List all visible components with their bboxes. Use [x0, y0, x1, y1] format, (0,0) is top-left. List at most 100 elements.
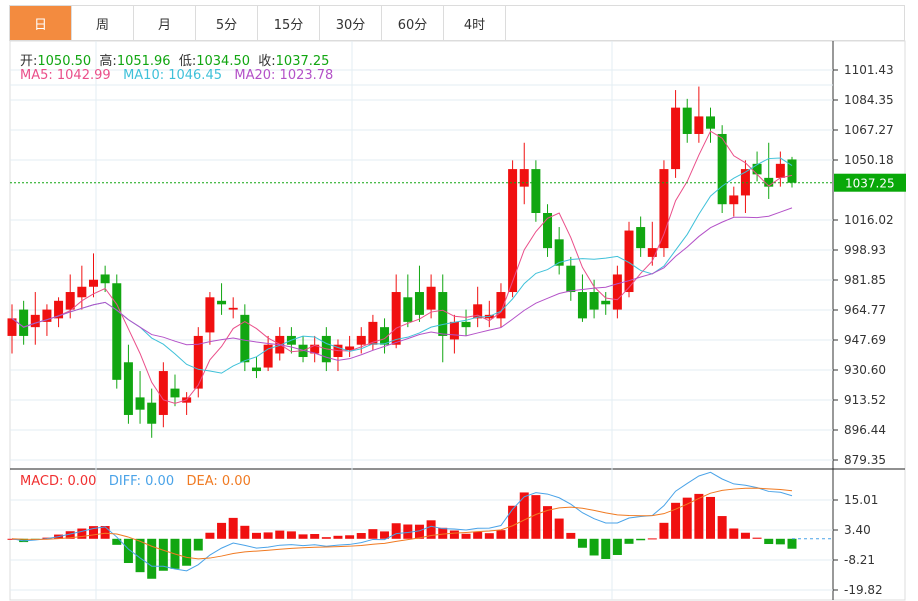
macd-bar: [671, 502, 681, 539]
macd-bar: [729, 528, 739, 539]
price-tick-label: 947.69: [844, 333, 886, 347]
candle-body: [275, 335, 285, 354]
candle-body: [77, 286, 87, 298]
tab-1[interactable]: 周: [72, 6, 134, 40]
candle-body: [100, 274, 110, 284]
diff-value: DIFF: 0.00: [108, 474, 175, 489]
candle-body: [496, 292, 506, 319]
macd-bar: [30, 538, 40, 541]
macd-bar: [508, 505, 518, 539]
price-tick-label: 964.77: [844, 303, 886, 317]
tab-2[interactable]: 月: [134, 6, 196, 40]
macd-tick-label: 3.40: [844, 523, 871, 537]
ma5-value: MA5: 1042.99: [20, 68, 111, 83]
candle-body: [228, 307, 238, 310]
macd-bar: [217, 522, 227, 539]
price-tick-label: 930.60: [844, 363, 886, 377]
macd-bar: [310, 534, 320, 539]
ohlc-info: 开:1050.50 高:1051.96 低:1034.50 收:1037.25: [20, 50, 329, 69]
macd-bar: [7, 538, 17, 540]
low-label: 低:: [178, 54, 197, 69]
candle-body: [414, 292, 424, 315]
macd-bar: [88, 526, 98, 539]
candle-body: [263, 344, 273, 368]
high-value: 1051.96: [116, 54, 171, 69]
tab-6[interactable]: 60分: [382, 6, 444, 40]
candle-body: [240, 314, 250, 363]
dea-value: DEA: 0.00: [186, 474, 251, 489]
candle-body: [438, 292, 448, 336]
candle-body: [671, 107, 681, 170]
candle-body: [519, 169, 529, 187]
candle-body: [54, 300, 64, 319]
macd-bar: [193, 538, 203, 551]
macd-bar: [566, 532, 576, 539]
macd-bar: [554, 518, 564, 539]
candle-body: [182, 397, 192, 403]
macd-bar: [740, 532, 750, 539]
candle-body: [123, 362, 133, 415]
candle-body: [310, 344, 320, 354]
macd-value: MACD: 0.00: [20, 474, 97, 489]
candle-body: [426, 286, 436, 310]
candle-body: [624, 230, 634, 293]
period-tabs: 日周月 5分 15分 30分 60分 4时: [9, 5, 905, 41]
macd-bar: [286, 531, 296, 539]
candle-body: [659, 169, 669, 249]
price-tick-label: 1050.18: [844, 153, 894, 167]
candle-body: [473, 304, 483, 319]
chart-frame: [9, 40, 906, 601]
candle-body: [449, 321, 459, 340]
macd-bar: [135, 538, 145, 573]
candle-body: [694, 116, 704, 134]
candle-body: [636, 227, 646, 249]
price-tick-label: 913.52: [844, 393, 886, 407]
candle-body: [717, 133, 727, 205]
open-label: 开:: [20, 54, 38, 69]
candle-body: [508, 169, 518, 293]
candle-body: [193, 335, 203, 389]
macd-bar: [438, 527, 448, 539]
price-tick-label: 1084.35: [844, 93, 894, 107]
current-price-badge: [834, 173, 906, 192]
macd-bar: [543, 506, 553, 539]
macd-bar: [519, 492, 529, 539]
macd-bar: [77, 528, 87, 539]
tab-5[interactable]: 30分: [320, 6, 382, 40]
tab-7[interactable]: 4时: [444, 6, 506, 40]
macd-bar: [251, 532, 261, 539]
macd-bar: [42, 537, 52, 539]
macd-bar: [601, 538, 611, 559]
tab-4[interactable]: 15分: [258, 6, 320, 40]
candle-body: [321, 335, 331, 363]
macd-bar: [19, 538, 29, 543]
tab-0[interactable]: 日: [10, 6, 72, 40]
macd-bar: [414, 524, 424, 539]
candle-body: [333, 344, 343, 358]
price-tick-label: 896.44: [844, 423, 886, 437]
macd-tick-label: -19.82: [844, 583, 883, 597]
low-value: 1034.50: [196, 54, 250, 69]
candle-body: [217, 300, 227, 305]
macd-bar: [659, 522, 669, 539]
macd-bar: [717, 516, 727, 539]
tab-3[interactable]: 5分: [196, 6, 258, 40]
macd-bar: [694, 493, 704, 539]
dea-line: [11, 487, 793, 560]
macd-bar: [298, 534, 308, 539]
macd-bar: [531, 495, 541, 539]
macd-bar: [473, 531, 483, 539]
macd-bar: [158, 538, 168, 571]
candle-body: [752, 163, 762, 175]
candle-body: [345, 346, 355, 350]
candle-body: [554, 239, 564, 266]
candle-body: [380, 327, 390, 345]
candle-body: [88, 279, 98, 287]
ma10-value: MA10: 1046.45: [123, 68, 222, 83]
macd-bar: [147, 538, 157, 579]
macd-bar: [228, 517, 238, 539]
macd-bar: [624, 538, 634, 544]
macd-tick-label: 15.01: [844, 493, 878, 507]
price-tick-label: 981.85: [844, 273, 886, 287]
